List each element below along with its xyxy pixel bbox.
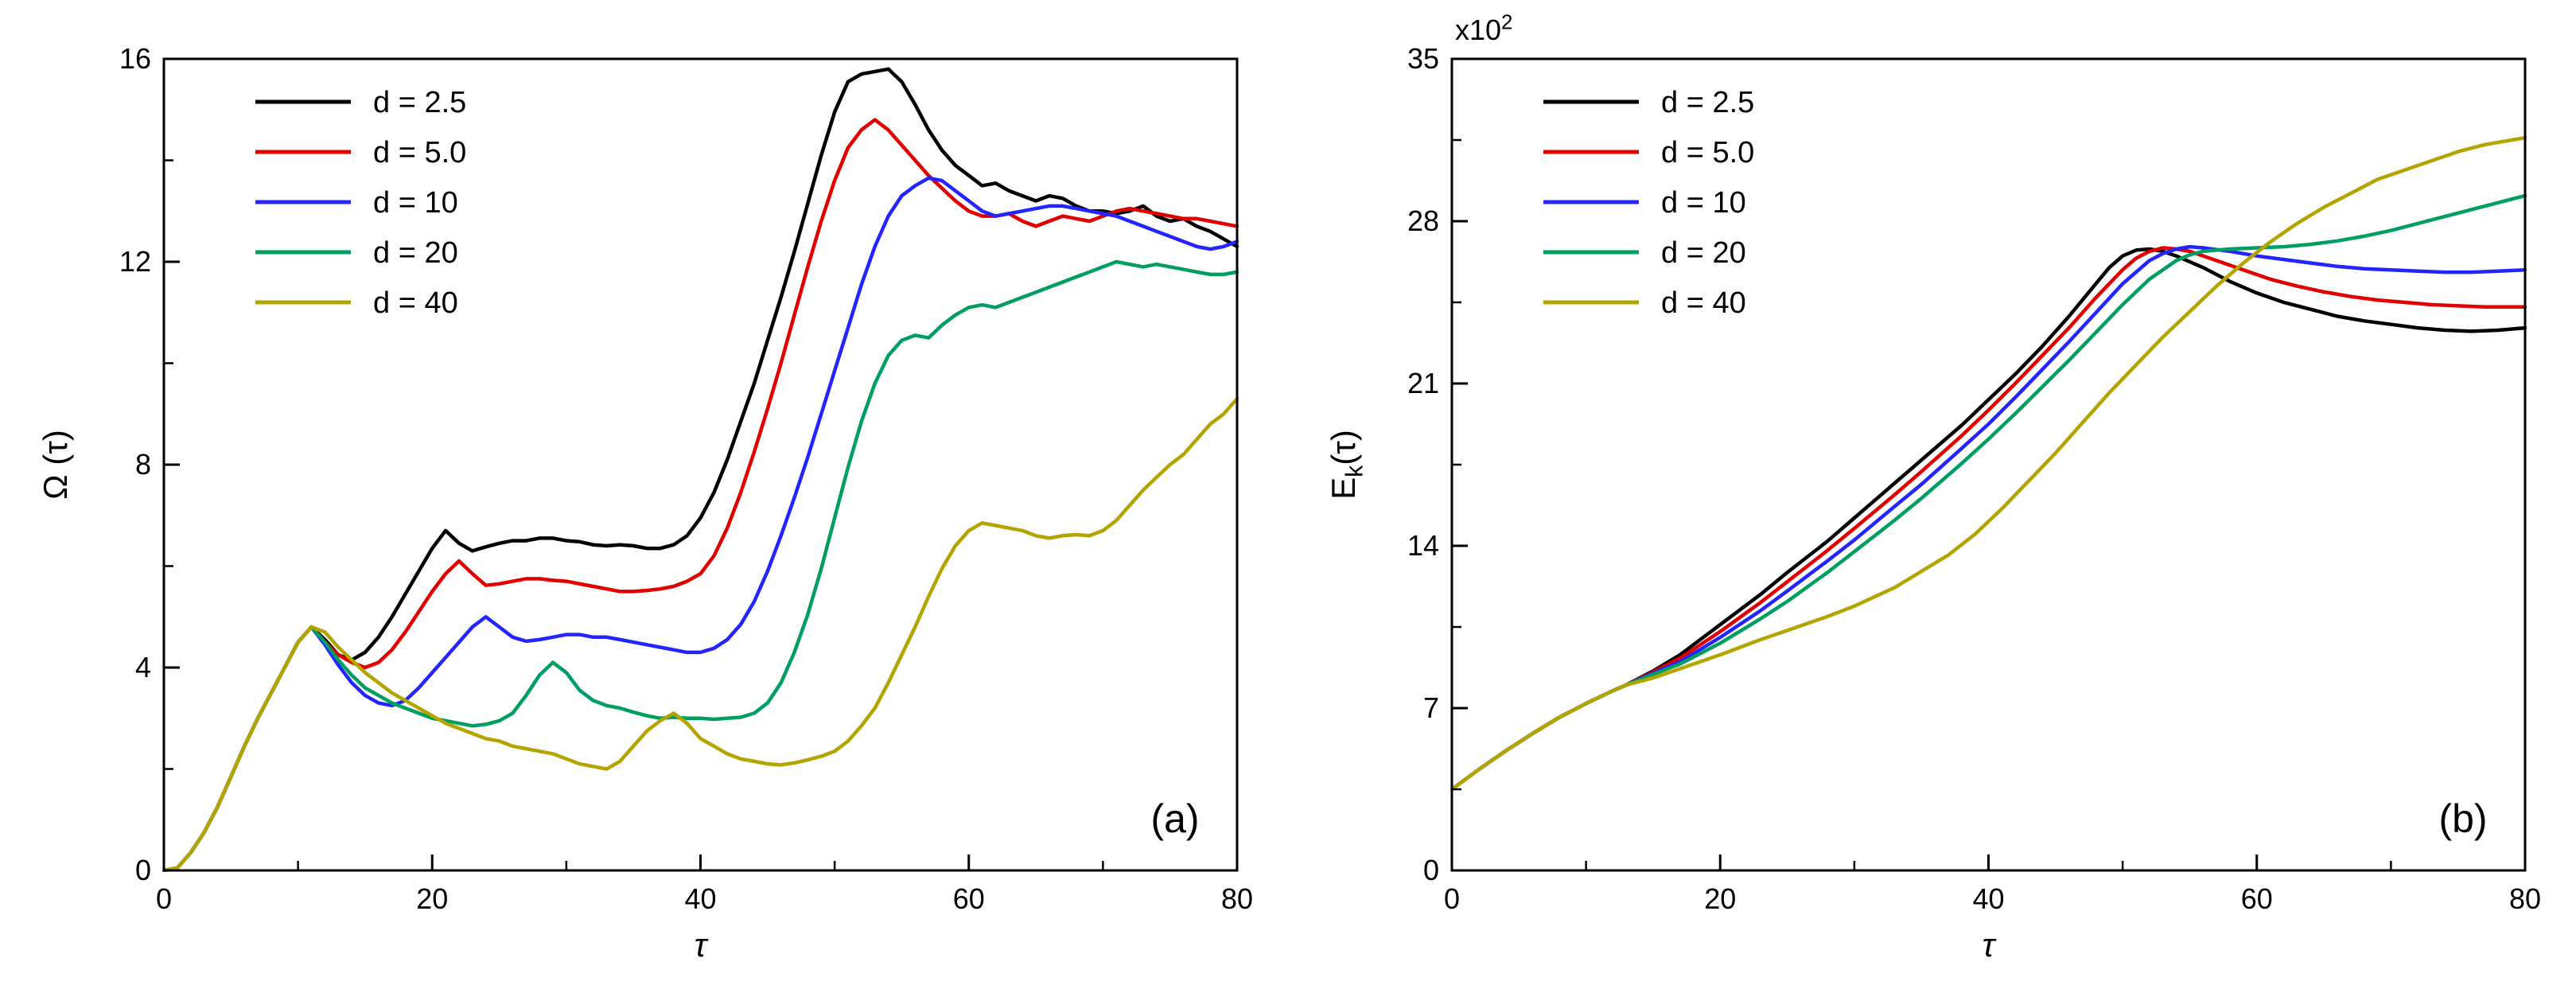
- y-axis-tick-label: 8: [135, 448, 151, 481]
- y-axis-tick-label: 21: [1407, 367, 1439, 399]
- series-line-5.0: [1450, 246, 2527, 792]
- series-line-5.0: [162, 118, 1239, 872]
- series-line-10: [1450, 244, 2527, 792]
- x-axis-tick-label: 60: [953, 882, 985, 915]
- panel-label: (a): [1150, 796, 1199, 841]
- legend-item-label: d = 5.0: [373, 136, 466, 169]
- panel-label: (b): [2438, 796, 2487, 841]
- legend: d = 2.5 d = 5.0 d = 10 d = 20 d = 40: [255, 86, 466, 320]
- legend-item-label: d = 2.5: [1661, 86, 1754, 119]
- plot-frame: [1450, 57, 2527, 872]
- series-line-40: [1450, 135, 2527, 792]
- y-axis-tick-label: 16: [119, 42, 151, 75]
- y-axis-tick-label: 0: [135, 854, 151, 886]
- series-group: [162, 67, 1239, 872]
- series-line-20: [162, 259, 1239, 872]
- y-axis-tick-label: 14: [1407, 529, 1439, 562]
- series-group: [1450, 135, 2527, 792]
- y-axis-multiplier-label: x102​: [1455, 11, 1512, 46]
- y-axis-tick-label: 28: [1407, 204, 1439, 237]
- x-axis-tick-label: 40: [684, 882, 716, 915]
- y-axis-label: Ek​(τ): [1325, 430, 1368, 500]
- x-axis-label: τ: [1983, 926, 1997, 964]
- legend-item-label: d = 2.5: [373, 86, 466, 119]
- panel-a: 0 20 40 60 80 0 4 8 12 16 τ Ω (τ) d = 2.5 d = 5.0 d = …: [37, 42, 1253, 964]
- x-axis-tick-label: 0: [156, 882, 172, 915]
- series-line-10: [162, 176, 1239, 872]
- series-line-20: [1450, 193, 2527, 792]
- series-line-2.5: [162, 67, 1239, 872]
- x-axis-tick-label: 0: [1444, 882, 1460, 915]
- x-axis-tick-label: 40: [1972, 882, 2004, 915]
- legend: d = 2.5 d = 5.0 d = 10 d = 20 d = 40: [1543, 86, 1754, 320]
- y-axis-tick-label: 35: [1407, 42, 1439, 75]
- legend-item-label: d = 40: [1661, 286, 1746, 320]
- legend-item-label: d = 40: [373, 286, 458, 320]
- series-line-40: [162, 396, 1239, 872]
- legend-item-label: d = 10: [1661, 186, 1746, 220]
- plot-frame: [162, 57, 1239, 872]
- y-axis-label: Ω (τ): [37, 430, 74, 500]
- y-axis-tick-label: 7: [1423, 691, 1439, 724]
- y-axis-tick-label: 4: [135, 651, 151, 683]
- legend-item-label: d = 5.0: [1661, 136, 1754, 169]
- legend-item-label: d = 20: [373, 236, 458, 270]
- x-axis-tick-label: 20: [416, 882, 448, 915]
- x-axis-label: τ: [695, 926, 709, 964]
- y-axis-tick-label: 0: [1423, 854, 1439, 886]
- x-axis-tick-label: 80: [2509, 882, 2541, 915]
- y-axis-tick-label: 12: [119, 245, 151, 278]
- x-axis-tick-label: 20: [1704, 882, 1736, 915]
- x-axis-tick-label: 60: [2241, 882, 2273, 915]
- legend-item-label: d = 20: [1661, 236, 1746, 270]
- legend-item-label: d = 10: [373, 186, 458, 220]
- x-axis-tick-label: 80: [1221, 882, 1253, 915]
